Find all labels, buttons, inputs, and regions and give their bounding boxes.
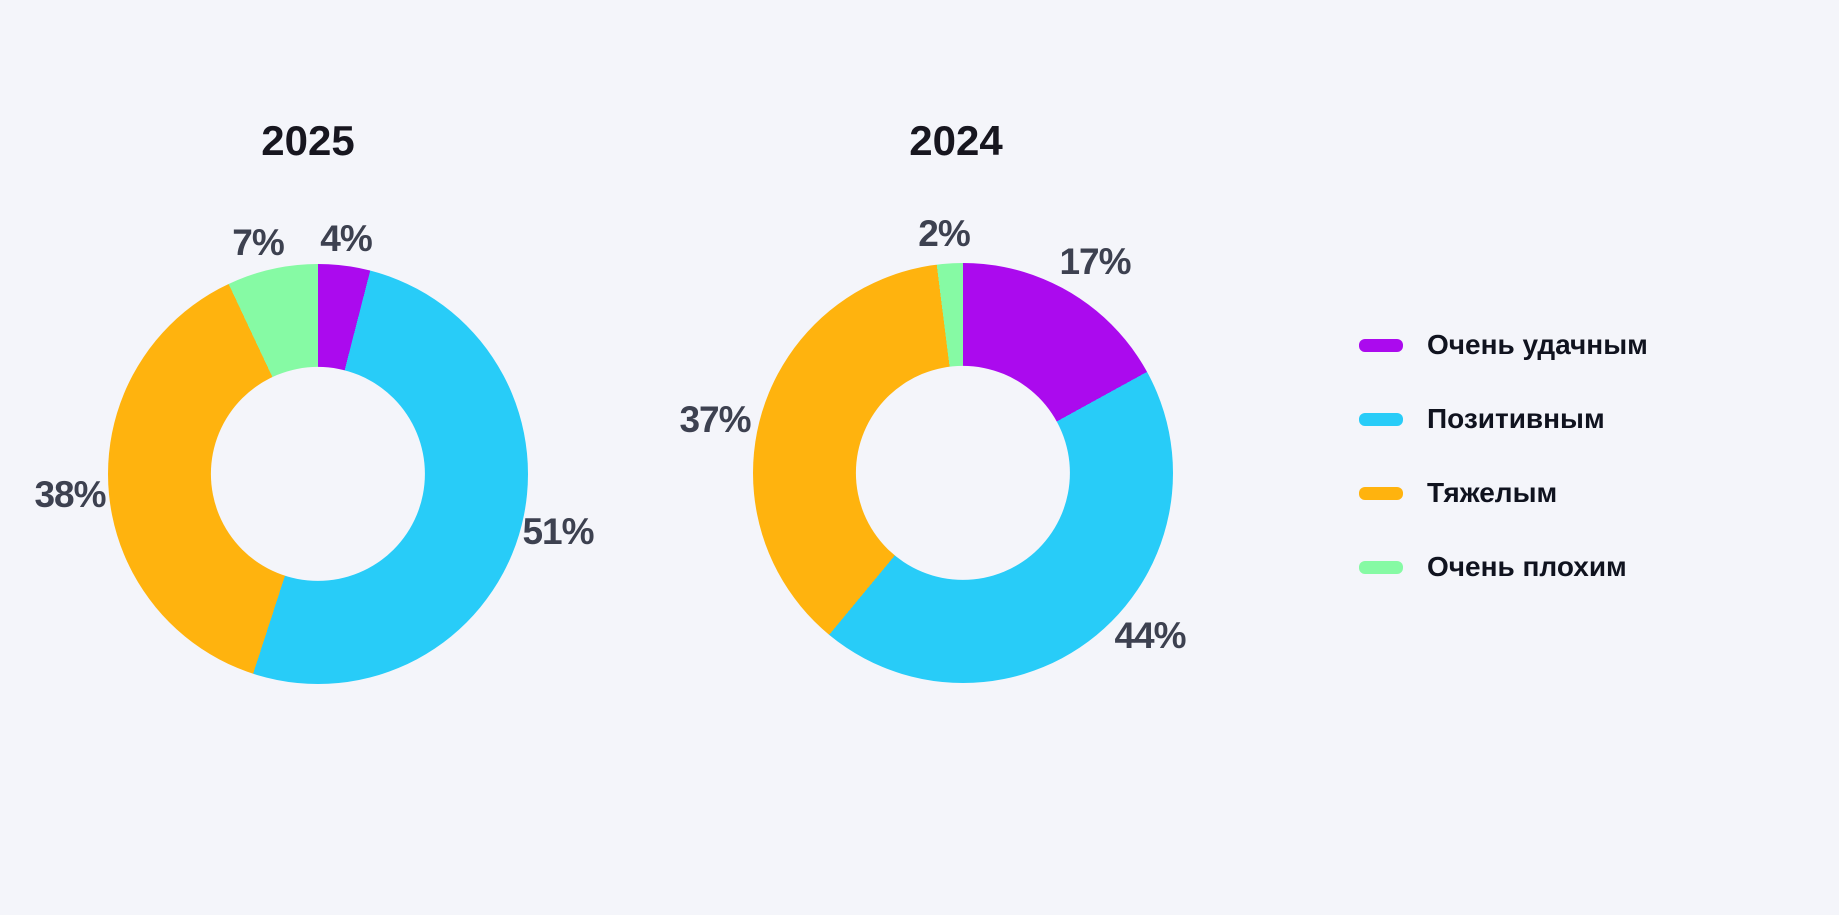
legend-label-very-good: Очень удачным <box>1427 329 1648 360</box>
legend-item-positive: Позитивным <box>1359 403 1648 434</box>
donut-chart-2025 <box>108 264 528 684</box>
slice-label-2025-very-good: 4% <box>320 218 372 259</box>
donut-chart-2024 <box>753 263 1173 683</box>
slice-label-2025-hard: 38% <box>34 474 106 515</box>
legend-label-positive: Позитивным <box>1427 403 1605 434</box>
donut-hole-2024 <box>855 365 1071 581</box>
legend-swatch-positive <box>1359 412 1403 426</box>
legend-item-hard: Тяжелым <box>1359 477 1648 508</box>
slice-label-2024-hard: 37% <box>679 399 751 440</box>
legend-label-very-bad: Очень плохим <box>1427 551 1627 582</box>
chart-legend: Очень удачным Позитивным Тяжелым Очень п… <box>1359 329 1648 582</box>
donut-hole-2025 <box>210 366 426 582</box>
legend-swatch-very-good <box>1359 338 1403 352</box>
legend-label-hard: Тяжелым <box>1427 477 1558 508</box>
slice-label-2024-positive: 44% <box>1114 615 1186 656</box>
legend-item-very-good: Очень удачным <box>1359 329 1648 360</box>
slice-label-2024-very-bad: 2% <box>918 213 970 254</box>
legend-item-very-bad: Очень плохим <box>1359 551 1648 582</box>
slice-label-2024-very-good: 17% <box>1059 241 1131 282</box>
slice-label-2025-positive: 51% <box>522 511 594 552</box>
legend-swatch-hard <box>1359 486 1403 500</box>
legend-swatch-very-bad <box>1359 560 1403 574</box>
slice-label-2025-very-bad: 7% <box>232 222 284 263</box>
chart-title-2025: 2025 <box>261 117 355 164</box>
chart-title-2024: 2024 <box>909 117 1003 164</box>
